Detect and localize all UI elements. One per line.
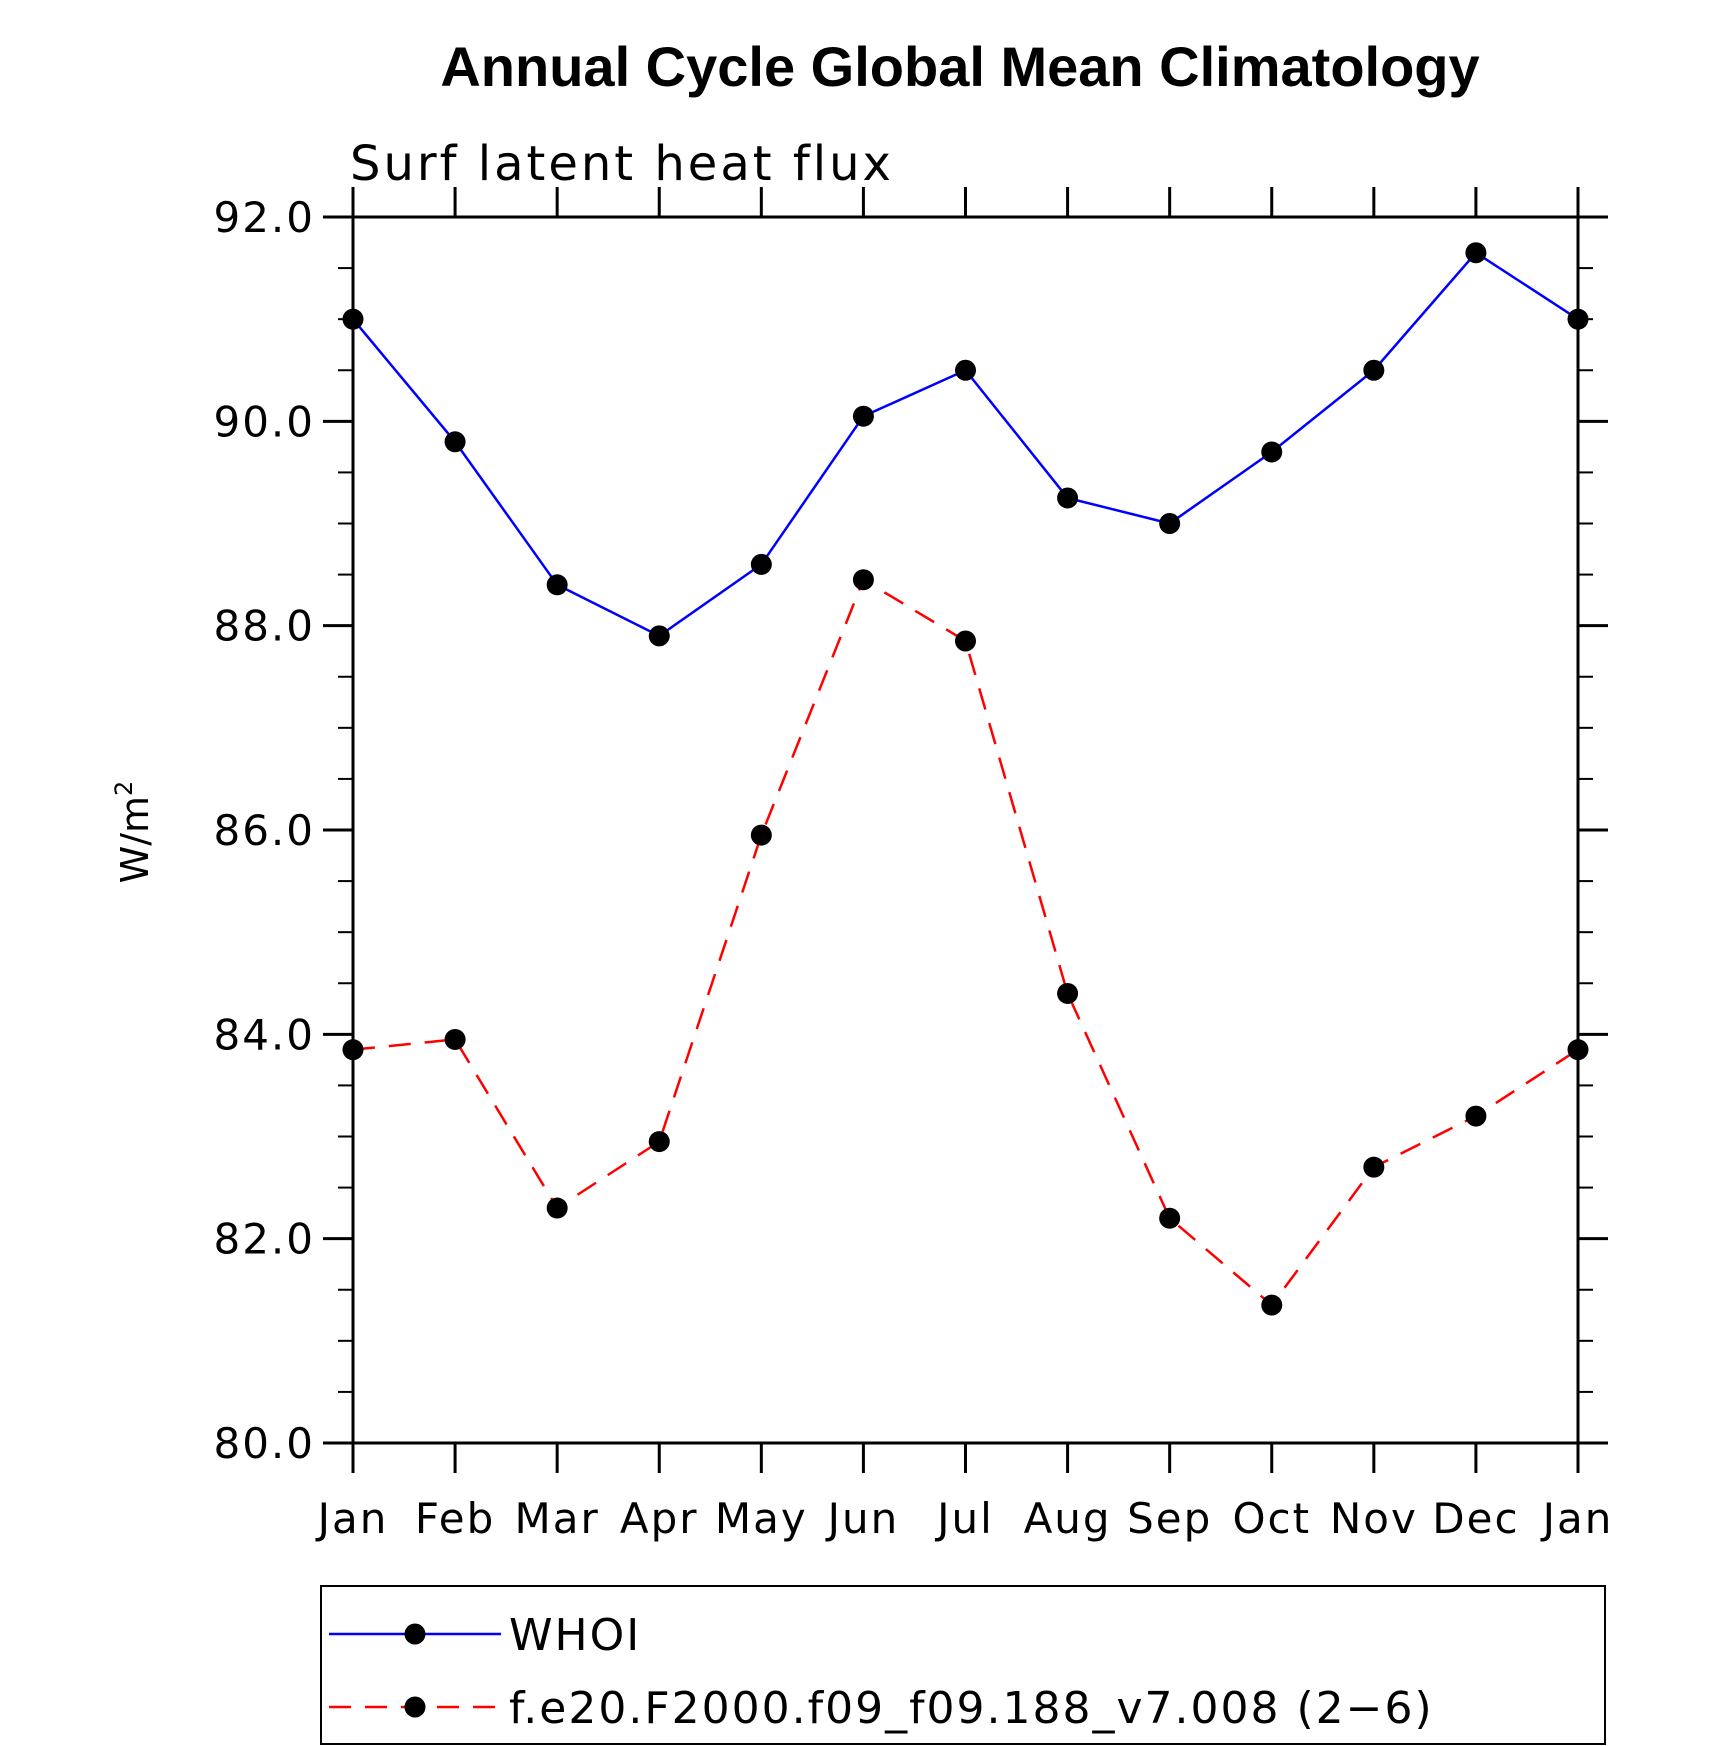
x-tick-label: Feb	[415, 1494, 495, 1543]
series-2-point	[546, 1197, 568, 1219]
x-tick-label: Mar	[515, 1494, 600, 1543]
plot-area: Jan Feb Mar Apr May Jun Jul Aug Sep Oct Nov Dec Jan8…	[213, 187, 1614, 1543]
x-tick-label: Apr	[620, 1494, 699, 1543]
series-2-point	[1363, 1156, 1385, 1178]
series-2-point	[1261, 1294, 1283, 1316]
series-2-point	[955, 630, 976, 652]
chart-subtitle: Surf latent heat flux	[350, 136, 894, 192]
series-1-point	[1567, 308, 1589, 330]
y-tick-label: 84.0	[213, 1010, 315, 1059]
series-2-point	[648, 1131, 670, 1153]
legend-label-2: f.e20.F2000.f09_f09.188_v7.008 (2−6)	[509, 1683, 1434, 1734]
y-tick-label: 92.0	[213, 193, 315, 242]
y-tick-label: 82.0	[213, 1215, 315, 1264]
legend-marker-2	[404, 1696, 426, 1718]
x-tick-label: May	[715, 1494, 808, 1543]
legend-box	[320, 1585, 1606, 1745]
x-tick-label: Jan	[1540, 1494, 1614, 1543]
series-2-point	[1567, 1039, 1589, 1061]
series-line-2	[352, 577, 1579, 1307]
y-axis-label-superscript: 2	[110, 781, 138, 796]
y-tick-label: 90.0	[213, 397, 315, 446]
y-axis-label: W/m2	[110, 781, 157, 884]
x-tick-label: Jul	[934, 1494, 994, 1543]
series-2-point	[1159, 1207, 1181, 1229]
series-1-point	[546, 574, 568, 596]
y-tick-label: 80.0	[213, 1419, 315, 1468]
series-2-point	[852, 569, 874, 591]
series-1-point	[648, 625, 670, 647]
legend-marker-1	[404, 1623, 426, 1645]
series-2-point	[1465, 1105, 1487, 1127]
series-1-point	[1465, 242, 1487, 264]
series-1-point	[444, 431, 466, 453]
x-tick-label: Sep	[1127, 1494, 1212, 1543]
series-1-point	[852, 405, 874, 427]
y-axis-label-main: W/m	[113, 796, 157, 883]
x-tick-label: Nov	[1330, 1494, 1418, 1543]
series-line-1	[352, 251, 1579, 638]
series-1-point	[1261, 441, 1283, 463]
x-tick-label: Oct	[1232, 1494, 1311, 1543]
x-tick-label: Jun	[825, 1494, 900, 1543]
x-tick-label: Aug	[1024, 1494, 1112, 1543]
legend-label-1: WHOI	[509, 1610, 641, 1661]
series-2-point	[750, 824, 772, 846]
series-2-point	[342, 1039, 364, 1061]
series-1-point	[955, 359, 976, 381]
series-1-point	[1057, 487, 1079, 509]
series-2-point	[444, 1028, 466, 1050]
x-tick-label: Jan	[315, 1494, 389, 1543]
plot-frame	[351, 215, 1580, 1445]
y-tick-label: 86.0	[213, 806, 315, 855]
series-1-point	[1363, 359, 1385, 381]
chart-title: Annual Cycle Global Mean Climatology	[440, 35, 1479, 98]
series-1-point	[750, 553, 772, 575]
y-tick-label: 88.0	[213, 602, 315, 651]
series-1-point	[342, 308, 364, 330]
series-1-point	[1159, 513, 1181, 534]
series-2-point	[1057, 982, 1079, 1004]
legend: WHOI f.e20.F2000.f09_f09.188_v7.008 (2−6)	[320, 1585, 1606, 1745]
x-tick-label: Dec	[1432, 1494, 1519, 1543]
